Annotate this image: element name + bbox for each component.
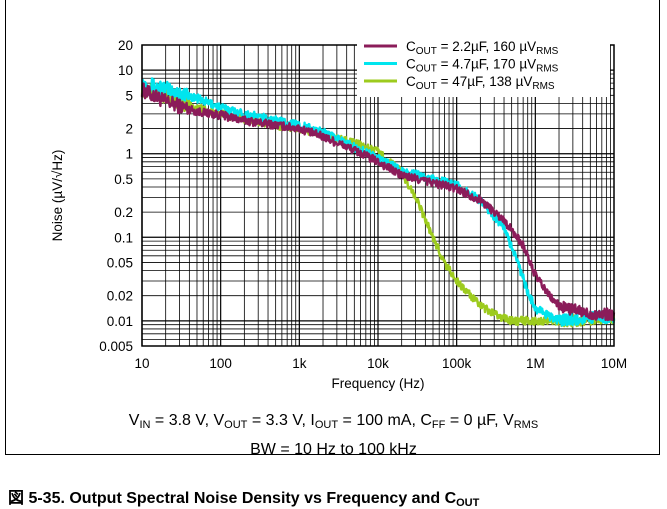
y-tick-label: 0.5 — [114, 172, 133, 187]
y-tick-label: 0.005 — [99, 339, 133, 354]
y-tick-label: 5 — [125, 88, 133, 103]
legend-box — [357, 31, 610, 97]
x-tick-label: 100 — [209, 356, 232, 371]
y-tick-label: 2 — [125, 122, 133, 137]
x-tick-label: 10 — [134, 356, 149, 371]
legend-label: COUT = 47µF, 138 µVRMS — [406, 74, 555, 92]
y-tick-label: 0.01 — [107, 314, 133, 329]
y-tick-label: 1 — [125, 147, 133, 162]
y-tick-label: 0.2 — [114, 205, 133, 220]
series-line-1 — [140, 82, 616, 322]
x-tick-label: 100k — [442, 356, 472, 371]
x-tick-label: 10k — [367, 356, 389, 371]
x-tick-label: 1k — [292, 356, 307, 371]
y-axis-title: Noise (µV/√Hz) — [50, 150, 65, 242]
test-conditions-line-1: VIN = 3.8 V, VOUT = 3.3 V, IOUT = 100 mA… — [128, 412, 539, 431]
series-line-2 — [140, 77, 616, 327]
x-tick-label: 1M — [526, 356, 545, 371]
x-axis-title: Frequency (Hz) — [331, 376, 424, 391]
figure-caption: 図 5-35. Output Spectral Noise Density vs… — [8, 490, 480, 509]
test-conditions-line-2: BW = 10 Hz to 100 kHz — [250, 441, 417, 458]
figure-frame — [5, 0, 660, 455]
legend-label: COUT = 4.7µF, 170 µVRMS — [406, 57, 559, 75]
x-tick-label: 10M — [601, 356, 627, 371]
y-tick-label: 10 — [118, 63, 133, 78]
y-tick-label: 0.05 — [107, 255, 133, 270]
y-tick-label: 0.1 — [114, 230, 133, 245]
y-tick-label: 20 — [118, 38, 133, 53]
grid — [141, 44, 614, 347]
y-tick-label: 0.02 — [107, 289, 133, 304]
legend-label: COUT = 2.2µF, 160 µVRMS — [406, 39, 559, 57]
